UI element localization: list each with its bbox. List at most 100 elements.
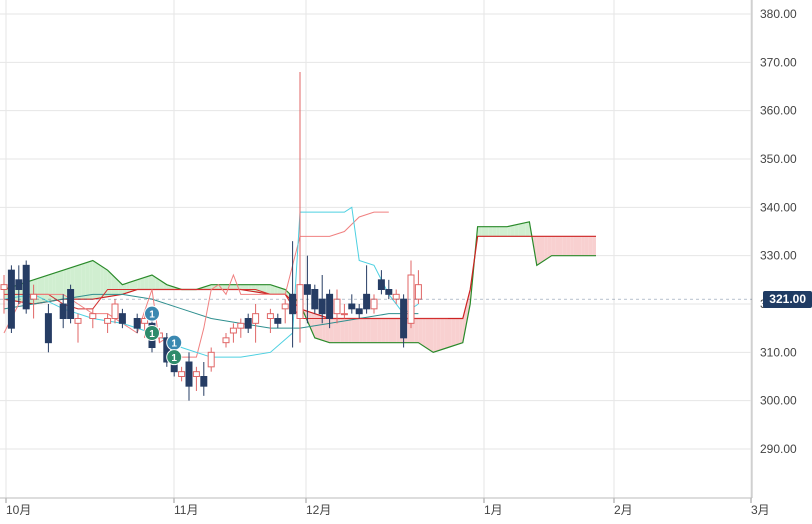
ichimoku-cloud-segment (455, 318, 460, 346)
candle-body (340, 313, 348, 316)
ichimoku-cloud-segment (581, 236, 585, 256)
ichimoku-cloud-segment (322, 316, 326, 342)
ichimoku-cloud-segment (144, 276, 149, 290)
ichimoku-cloud-segment (459, 318, 463, 344)
x-tick-label: 3月 (751, 503, 770, 517)
candle-body (59, 303, 67, 319)
candle-body (118, 313, 126, 324)
ichimoku-cloud-segment (547, 236, 552, 259)
current-price-badge: 321.00 (763, 290, 812, 308)
ichimoku-cloud-segment (584, 236, 589, 256)
candle-body (0, 284, 8, 290)
candle-body (281, 303, 289, 310)
candle-body (392, 293, 400, 300)
event-marker-label: 1 (149, 329, 155, 340)
candle-body (348, 303, 356, 310)
ichimoku-cloud-segment (440, 318, 445, 350)
candle-body (200, 376, 208, 387)
ichimoku-cloud-segment (577, 236, 582, 256)
x-tick-label: 10月 (6, 503, 31, 517)
candle-body (318, 298, 326, 315)
candle-body (363, 293, 371, 310)
ichimoku-cloud-segment (522, 222, 526, 237)
ichimoku-cloud-segment (366, 318, 371, 343)
candle-body (326, 293, 334, 320)
ichimoku-cloud-segment (100, 265, 104, 298)
candle-body (274, 318, 282, 324)
ichimoku-cloud-segment (425, 318, 430, 350)
ichimoku-cloud-segment (351, 318, 356, 343)
ichimoku-cloud-segment (503, 226, 508, 237)
ichimoku-cloud-segment (370, 318, 374, 343)
ichimoku-cloud-segment (451, 318, 456, 347)
ichimoku-cloud-segment (325, 317, 330, 343)
candle-body (229, 327, 237, 334)
event-marker-label: 1 (171, 339, 177, 350)
ichimoku-cloud-segment (211, 284, 215, 290)
senkou-span-b-line (3, 221, 596, 353)
candle-body (222, 337, 230, 344)
ichimoku-cloud-segment (392, 318, 397, 343)
ichimoku-cloud-segment (155, 277, 160, 290)
ichimoku-cloud-segment (329, 318, 334, 343)
ichimoku-cloud-segment (462, 304, 467, 343)
ichimoku-cloud-segment (592, 236, 596, 256)
candle-body (414, 284, 422, 300)
ichimoku-cloud-segment (229, 284, 234, 290)
candle-body (44, 313, 52, 344)
candle-body (207, 351, 215, 368)
y-tick-label: 340.00 (760, 200, 797, 214)
ichimoku-cloud-segment (318, 314, 323, 341)
ichimoku-cloud-segment (348, 318, 352, 343)
ichimoku-cloud-segment (485, 226, 489, 237)
event-marker-label: 1 (171, 353, 177, 364)
candle-body (15, 279, 23, 291)
ichimoku-cloud-segment (274, 285, 278, 295)
ichimoku-cloud-segment (222, 284, 226, 290)
ichimoku-cloud-segment (588, 236, 593, 256)
ichimoku-cloud-segment (41, 276, 45, 303)
ichimoku-cloud-segment (559, 236, 563, 256)
ichimoku-cloud-segment (525, 221, 530, 237)
candle-body (296, 284, 304, 319)
ichimoku-cloud-segment (477, 226, 482, 237)
ichimoku-cloud-segment (396, 318, 400, 343)
x-tick-label: 1月 (484, 503, 503, 517)
ichimoku-cloud-segment (418, 318, 423, 346)
candle-body (252, 313, 260, 324)
ichimoku-cloud-segment (337, 318, 341, 343)
ichimoku-cloud-segment (566, 236, 571, 256)
ichimoku-cloud-segment (240, 284, 245, 291)
ichimoku-cloud-segment (573, 236, 578, 256)
candle-body (333, 298, 341, 315)
candle-body (303, 284, 311, 295)
ichimoku-cloud-segment (362, 318, 367, 343)
tenkan-line (3, 211, 389, 358)
x-tick-label: 12月 (306, 503, 331, 517)
candle-body (89, 313, 97, 319)
event-marker-label: 1 (149, 310, 155, 321)
ichimoku-cloud-segment (314, 313, 319, 340)
candle-body (111, 303, 119, 319)
candle-body (370, 298, 378, 310)
ichimoku-cloud-segment (307, 311, 312, 330)
ichimoku-cloud-segment (214, 284, 219, 290)
ichimoku-cloud-segment (251, 284, 256, 292)
ichimoku-cloud-segment (78, 264, 82, 300)
ichimoku-cloud-segment (55, 271, 60, 301)
candle-body (30, 293, 38, 300)
candle-body (67, 289, 75, 319)
ichimoku-cloud-segment (277, 287, 282, 295)
candle-body (178, 371, 186, 377)
y-tick-label: 350.00 (760, 152, 797, 166)
ichimoku-cloud-segment (85, 261, 90, 300)
ichimoku-cloud-segment (518, 223, 522, 237)
ichimoku-cloud-segment (89, 260, 93, 300)
candle-body (163, 337, 171, 363)
candle-body (185, 361, 193, 387)
event-marker (166, 349, 183, 366)
candle-body (385, 289, 393, 295)
candle-body (133, 318, 141, 329)
